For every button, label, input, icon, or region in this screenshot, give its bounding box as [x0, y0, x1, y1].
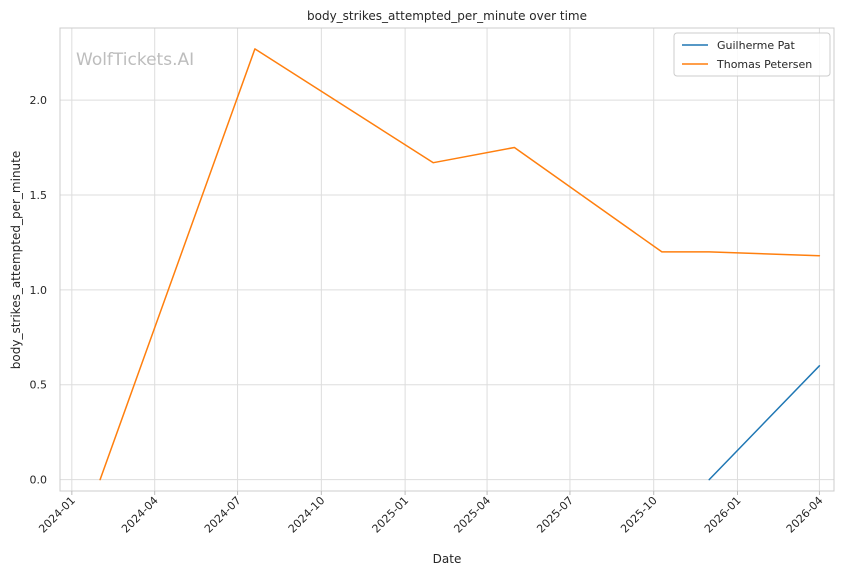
- x-tick-label: 2026-01: [702, 494, 744, 536]
- x-tick-label: 2025-01: [370, 494, 412, 536]
- x-axis-ticks: 2024-01 2024-04 2024-07 2024-10 2025-01 2025-…: [36, 491, 826, 536]
- y-tick-label: 1.5: [30, 189, 48, 202]
- y-tick-label: 2.0: [30, 94, 48, 107]
- chart-title: body_strikes_attempted_per_minute over t…: [307, 9, 587, 23]
- y-axis-ticks: 0.0 0.5 1.0 1.5 2.0: [30, 94, 48, 487]
- watermark: WolfTickets.AI: [76, 50, 194, 70]
- legend-entry: Thomas Petersen: [716, 58, 812, 71]
- series-line: [708, 365, 821, 481]
- y-tick-label: 0.0: [30, 474, 48, 487]
- series-line: [99, 48, 821, 481]
- x-tick-label: 2024-07: [202, 494, 244, 536]
- plot-area: [59, 27, 835, 492]
- y-tick-label: 1.0: [30, 284, 48, 297]
- legend: Guilherme Pat Thomas Petersen: [673, 32, 831, 77]
- legend-entry: Guilherme Pat: [717, 39, 796, 52]
- x-tick-label: 2025-10: [618, 494, 660, 536]
- y-tick-label: 0.5: [30, 379, 48, 392]
- x-tick-label: 2025-04: [451, 494, 493, 536]
- legend-box: [673, 32, 831, 77]
- y-axis-title: body_strikes_attempted_per_minute: [9, 151, 23, 369]
- x-tick-label: 2026-04: [784, 494, 826, 536]
- x-tick-label: 2024-01: [36, 494, 78, 536]
- x-tick-label: 2025-07: [534, 494, 576, 536]
- series-layer: [99, 48, 821, 481]
- x-axis-title: Date: [433, 552, 462, 566]
- x-tick-label: 2024-04: [119, 494, 161, 536]
- x-tick-label: 2024-10: [286, 494, 328, 536]
- grid: [60, 28, 834, 491]
